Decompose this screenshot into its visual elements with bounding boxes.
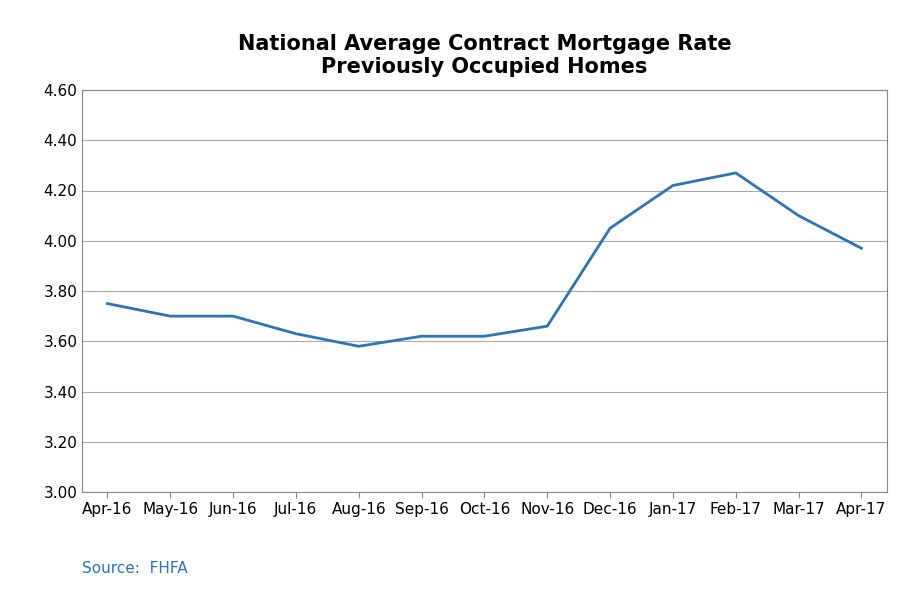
Title: National Average Contract Mortgage Rate
Previously Occupied Homes: National Average Contract Mortgage Rate … (238, 34, 731, 77)
Text: Source:  FHFA: Source: FHFA (82, 561, 188, 576)
